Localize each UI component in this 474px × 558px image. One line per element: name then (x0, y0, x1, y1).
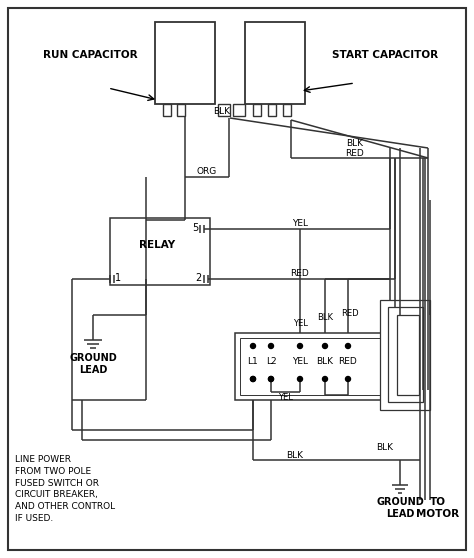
Bar (253, 104, 261, 116)
Circle shape (250, 377, 255, 382)
Text: BLK: BLK (317, 314, 333, 323)
Text: BLK: BLK (213, 108, 230, 117)
Text: ORG: ORG (197, 167, 217, 176)
Text: RED: RED (291, 270, 310, 278)
Text: LEAD: LEAD (386, 509, 414, 519)
Bar (155, 22, 215, 104)
Text: L2: L2 (266, 358, 276, 367)
Text: RED: RED (341, 309, 359, 318)
Text: BLK: BLK (346, 138, 364, 147)
Circle shape (268, 377, 273, 382)
Circle shape (322, 344, 328, 349)
Bar (397, 315, 419, 395)
Text: YEL: YEL (292, 358, 308, 367)
Text: START CAPACITOR: START CAPACITOR (332, 50, 438, 60)
Text: BLK: BLK (376, 444, 393, 453)
Circle shape (298, 344, 302, 349)
Bar (268, 104, 276, 116)
Text: RED: RED (346, 148, 365, 157)
Bar (163, 104, 171, 116)
Circle shape (346, 344, 350, 349)
Text: BLK: BLK (286, 450, 303, 459)
Bar (388, 307, 423, 402)
Text: TO: TO (430, 497, 446, 507)
Text: GROUND: GROUND (69, 353, 117, 363)
Text: RED: RED (338, 358, 357, 367)
Bar (110, 218, 210, 285)
Bar (380, 300, 430, 410)
Circle shape (298, 377, 302, 382)
Text: YEL: YEL (292, 219, 308, 228)
Circle shape (250, 344, 255, 349)
Text: YEL: YEL (292, 319, 308, 328)
Text: LEAD: LEAD (79, 365, 107, 375)
Text: 5: 5 (192, 223, 198, 233)
Text: L1: L1 (247, 358, 258, 367)
Text: 1: 1 (115, 273, 121, 283)
Text: 2: 2 (195, 273, 201, 283)
Text: MOTOR: MOTOR (417, 509, 460, 519)
Circle shape (322, 377, 328, 382)
Text: RELAY: RELAY (139, 240, 175, 250)
Text: LINE POWER
FROM TWO POLE
FUSED SWITCH OR
CIRCUIT BREAKER,
AND OTHER CONTROL
IF U: LINE POWER FROM TWO POLE FUSED SWITCH OR… (15, 455, 115, 523)
Bar (233, 104, 245, 116)
Bar (218, 104, 230, 116)
Circle shape (346, 377, 350, 382)
Bar (240, 338, 385, 395)
Bar (245, 22, 305, 104)
Text: BLK: BLK (317, 358, 334, 367)
Text: RUN CAPACITOR: RUN CAPACITOR (43, 50, 137, 60)
Bar (283, 104, 291, 116)
Text: GROUND: GROUND (376, 497, 424, 507)
Circle shape (250, 377, 255, 382)
Bar (177, 104, 185, 116)
Text: YEL: YEL (278, 392, 292, 402)
Circle shape (268, 377, 273, 382)
Bar (235, 333, 390, 400)
Circle shape (268, 344, 273, 349)
